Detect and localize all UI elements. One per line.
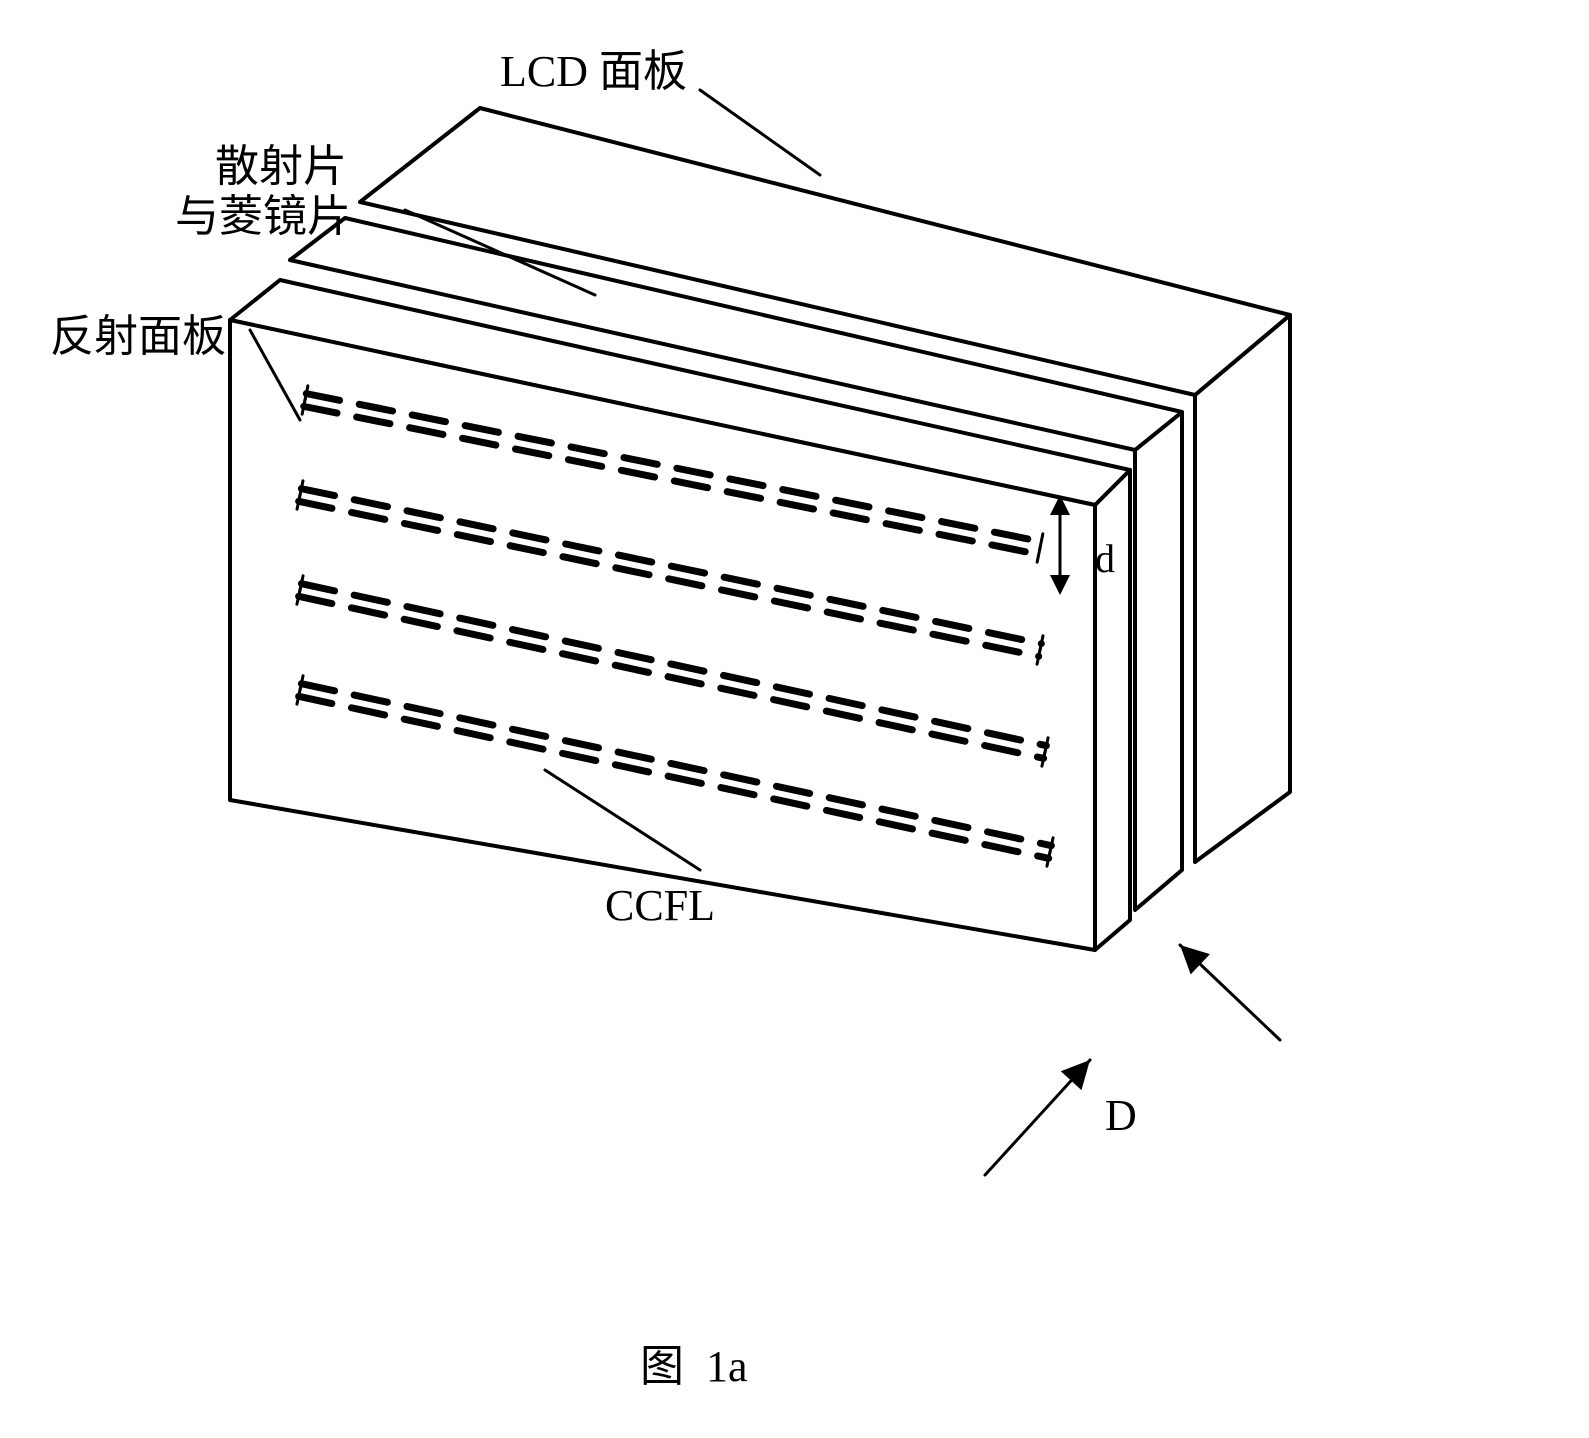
label-diffuser-line2: 与菱镜片	[175, 180, 351, 244]
figure-caption: 图 1a	[640, 1330, 748, 1394]
label-lcd-panel: LCD 面板	[500, 35, 687, 99]
label-reflector: 反射面板	[50, 300, 226, 364]
label-ccfl: CCFL	[605, 880, 715, 931]
diagram-stage: LCD 面板 散射片 与菱镜片 反射面板 CCFL d D 图 1a	[0, 0, 1589, 1433]
label-d: d	[1095, 535, 1115, 582]
label-D: D	[1105, 1090, 1137, 1141]
